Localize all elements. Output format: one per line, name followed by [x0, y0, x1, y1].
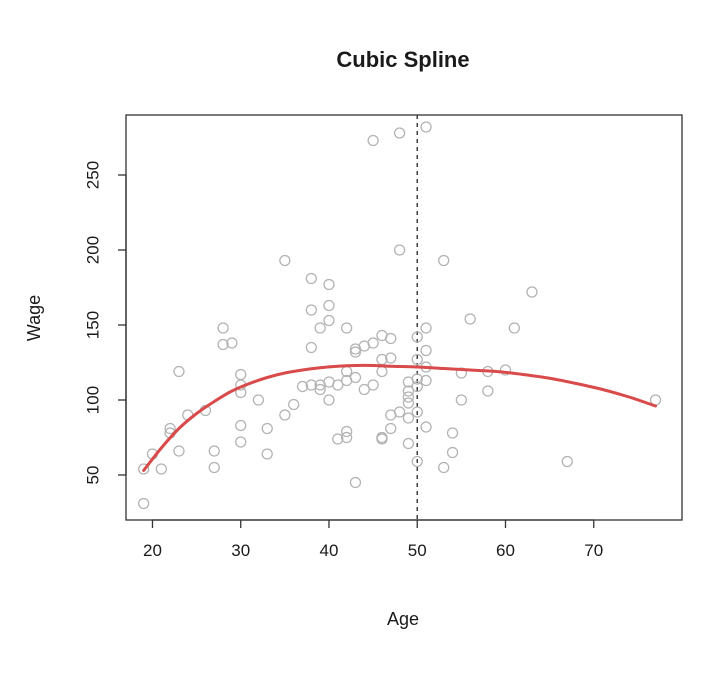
x-tick-label: 20	[143, 541, 162, 560]
data-point	[138, 497, 150, 510]
data-point	[235, 368, 247, 381]
data-point	[420, 121, 432, 133]
data-point	[420, 421, 432, 433]
data-point	[499, 364, 512, 376]
data-point	[385, 332, 397, 345]
data-point	[402, 391, 415, 403]
data-point	[208, 461, 220, 474]
data-point	[508, 322, 520, 334]
data-point	[402, 412, 415, 424]
spline-layer	[142, 363, 658, 472]
data-point	[420, 322, 432, 334]
data-point	[385, 422, 397, 435]
data-point	[217, 322, 229, 334]
data-point	[411, 380, 423, 393]
data-point	[349, 476, 362, 489]
data-point	[279, 254, 291, 267]
data-point	[393, 244, 406, 256]
data-point	[217, 338, 229, 351]
data-point	[173, 365, 185, 378]
data-point	[393, 406, 406, 418]
x-tick-label: 70	[584, 541, 603, 560]
y-tick-label: 250	[83, 161, 102, 189]
data-point	[208, 445, 220, 457]
y-axis: 50 100 150 200 250	[83, 161, 127, 485]
data-point	[305, 379, 317, 391]
data-point	[323, 278, 335, 291]
data-point	[261, 422, 273, 435]
data-point	[305, 304, 317, 316]
data-point	[367, 337, 379, 349]
data-point	[367, 379, 379, 391]
data-point	[411, 455, 423, 468]
data-point	[296, 380, 309, 393]
y-tick-label: 100	[83, 386, 102, 414]
data-point	[349, 346, 362, 358]
y-tick-label: 50	[83, 466, 102, 485]
data-point	[438, 461, 450, 474]
data-point	[446, 446, 459, 459]
data-point	[340, 431, 353, 444]
data-point	[288, 398, 300, 411]
data-point	[367, 134, 379, 147]
data-point	[402, 397, 415, 409]
data-point	[323, 394, 335, 406]
data-point	[279, 409, 291, 421]
data-point	[226, 337, 238, 349]
data-point	[340, 322, 353, 334]
data-point	[323, 314, 335, 327]
data-point	[314, 322, 326, 334]
data-point	[305, 341, 317, 354]
plot-frame	[125, 114, 683, 521]
data-point	[235, 436, 247, 448]
scatter-points	[138, 121, 662, 510]
data-point	[446, 427, 459, 439]
data-point	[173, 445, 185, 457]
x-tick-label: 50	[408, 541, 427, 560]
data-point	[393, 127, 406, 139]
data-point	[252, 394, 265, 406]
data-point	[561, 455, 573, 468]
x-tick-label: 30	[231, 541, 250, 560]
data-point	[455, 394, 468, 406]
x-axis: 20 30 40 50 60 70	[143, 519, 603, 560]
data-point	[340, 425, 353, 438]
data-point	[411, 353, 423, 366]
data-point	[305, 272, 317, 285]
data-point	[385, 352, 397, 364]
data-point	[358, 383, 370, 396]
data-point	[164, 422, 176, 435]
data-point	[402, 385, 415, 397]
x-axis-label: Age	[387, 609, 419, 629]
data-point	[420, 344, 432, 357]
chart-title: Cubic Spline	[336, 47, 469, 72]
data-point	[411, 406, 423, 418]
data-point	[323, 299, 335, 312]
data-point	[332, 379, 344, 391]
data-point	[332, 433, 344, 445]
data-point	[155, 463, 167, 475]
data-point	[138, 463, 150, 475]
y-axis-label: Wage	[24, 295, 44, 341]
data-point	[526, 286, 538, 298]
data-point	[261, 448, 273, 460]
spline-curve	[142, 363, 658, 472]
data-point	[402, 437, 415, 450]
y-tick-label: 150	[83, 311, 102, 339]
data-point	[411, 331, 423, 343]
data-point	[376, 431, 388, 444]
data-point	[314, 383, 326, 396]
data-point	[235, 419, 247, 432]
data-point	[376, 365, 388, 378]
x-tick-label: 40	[320, 541, 339, 560]
data-point	[438, 254, 450, 267]
data-point	[349, 371, 362, 384]
data-point	[482, 385, 494, 397]
y-tick-label: 200	[83, 236, 102, 264]
x-tick-label: 60	[496, 541, 515, 560]
data-point	[411, 373, 423, 385]
data-point	[464, 313, 476, 325]
data-point	[420, 374, 432, 387]
